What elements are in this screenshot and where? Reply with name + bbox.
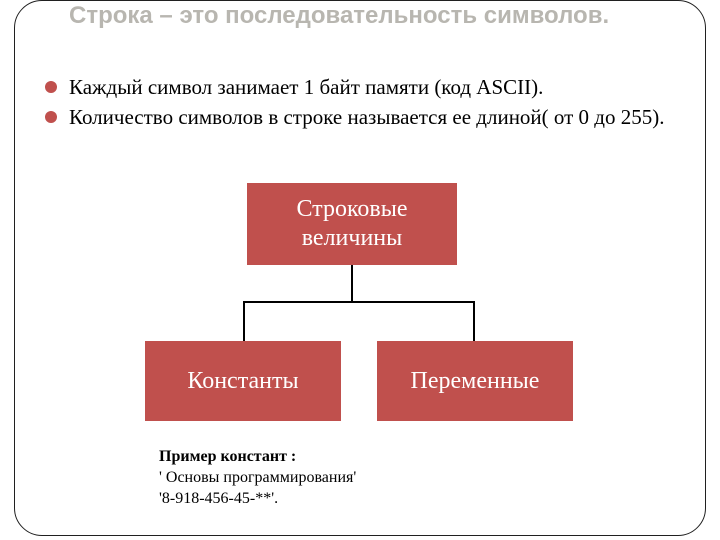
connector-left-down	[243, 301, 245, 341]
tree-node-root: Строковые величины	[247, 183, 457, 265]
tree-node-left: Константы	[145, 341, 341, 421]
connector-root-down	[351, 265, 353, 301]
footer-line: ' Основы программирования'	[159, 468, 659, 489]
connector-horizontal	[243, 301, 475, 303]
slide-frame: Строка – это последовательность символов…	[14, 0, 706, 536]
node-label: Константы	[187, 367, 298, 396]
connector-right-down	[473, 301, 475, 341]
bullet-text: Каждый символ занимает 1 байт памяти (ко…	[69, 73, 543, 101]
bullet-icon	[45, 111, 57, 123]
footer-label: Пример констант :	[159, 447, 659, 468]
footer-example: Пример констант : ' Основы программирова…	[159, 447, 659, 509]
node-label: Строковые величины	[247, 195, 457, 253]
tree-diagram: Строковые величины Константы Переменные	[15, 183, 706, 443]
bullet-list: Каждый символ занимает 1 байт памяти (ко…	[45, 73, 675, 134]
bullet-text: Количество символов в строке называется …	[69, 103, 665, 131]
slide-title: Строка – это последовательность символов…	[69, 1, 669, 31]
node-label: Переменные	[411, 367, 540, 396]
list-item: Каждый символ занимает 1 байт памяти (ко…	[45, 73, 675, 101]
list-item: Количество символов в строке называется …	[45, 103, 675, 131]
footer-line: '8-918-456-45-**'.	[159, 489, 659, 510]
bullet-icon	[45, 81, 57, 93]
tree-node-right: Переменные	[377, 341, 573, 421]
